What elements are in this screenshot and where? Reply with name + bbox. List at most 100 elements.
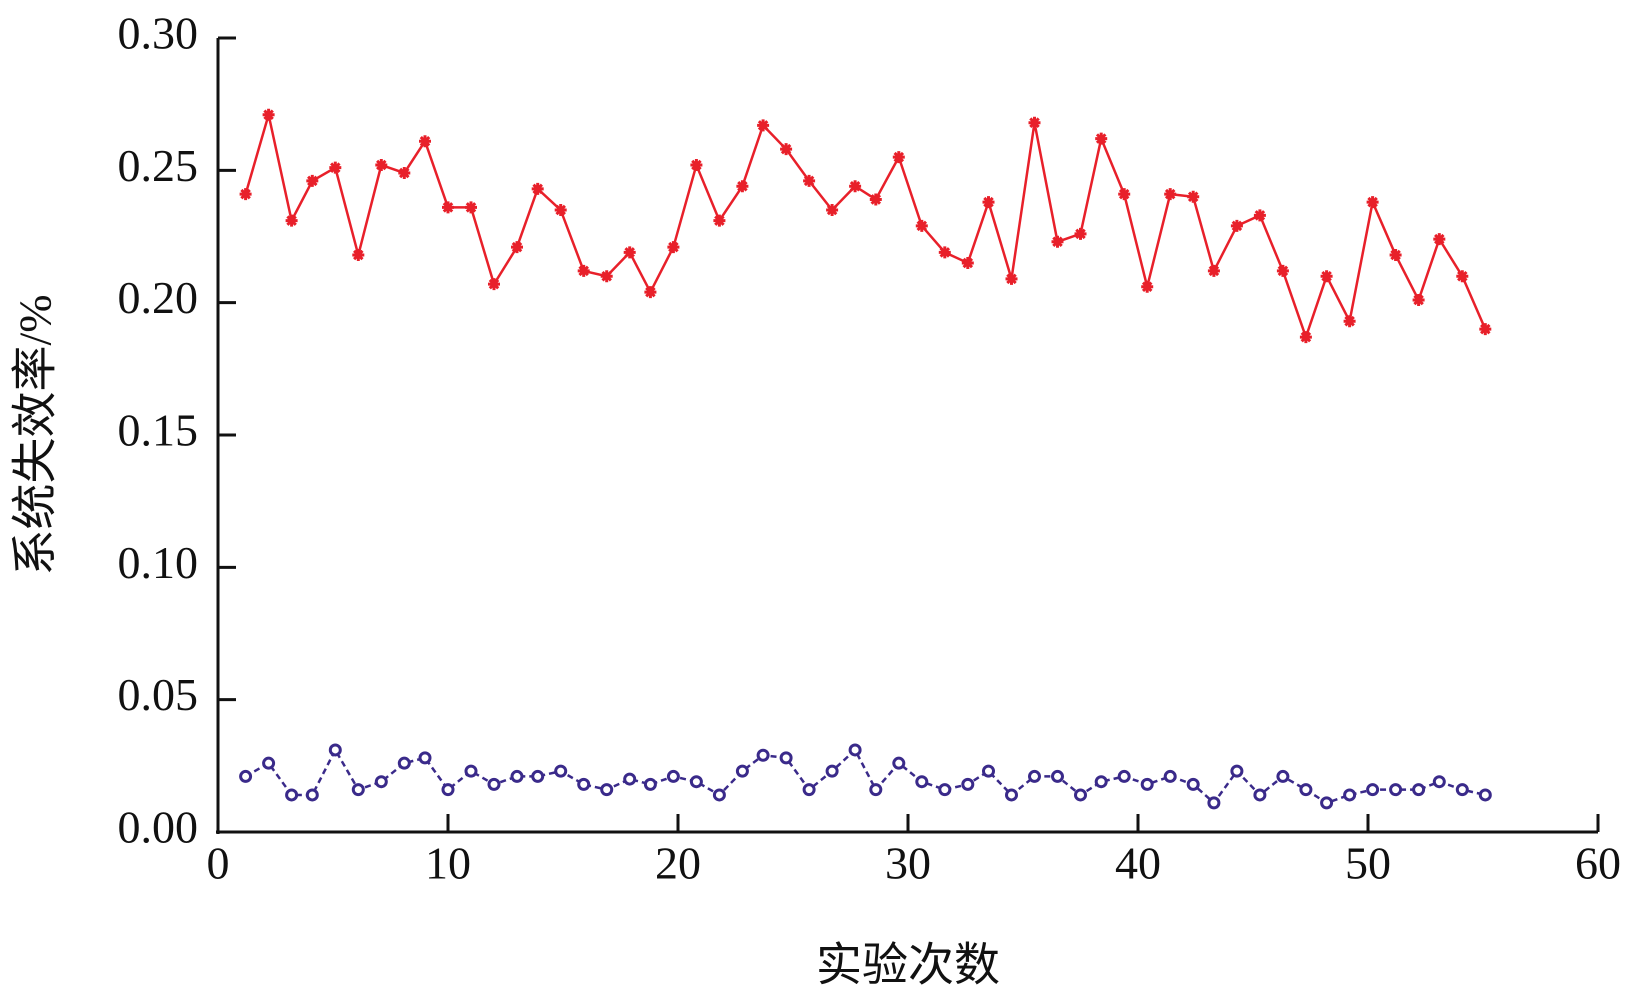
point: [305, 788, 319, 802]
point: [915, 775, 929, 789]
point: [1230, 219, 1243, 232]
point: [779, 751, 793, 765]
point: [623, 772, 637, 786]
point: [826, 204, 839, 217]
point: [1207, 264, 1220, 277]
x-tick-label: 60: [1575, 838, 1621, 889]
point: [1366, 783, 1380, 797]
point: [510, 769, 524, 783]
point: [1028, 769, 1041, 783]
y-tick-label: 0.20: [118, 272, 199, 323]
point: [1186, 777, 1200, 791]
y-tick-label: 0.00: [118, 802, 199, 853]
point: [1051, 769, 1064, 783]
x-tick-label: 20: [655, 838, 701, 889]
point: [285, 788, 299, 802]
point: [487, 777, 501, 791]
point: [374, 775, 388, 789]
point: [375, 159, 388, 172]
point: [869, 193, 882, 206]
point: [961, 777, 975, 791]
point: [419, 135, 431, 148]
point: [600, 783, 614, 797]
point: [643, 777, 657, 791]
point: [1005, 788, 1018, 802]
point: [848, 743, 862, 757]
series-line: [244, 114, 1487, 341]
y-tick-label: 0.25: [118, 140, 199, 191]
point: [1343, 788, 1357, 802]
x-tick-label: 30: [885, 838, 931, 889]
point: [329, 161, 342, 174]
point: [1366, 196, 1379, 209]
point: [1455, 783, 1469, 797]
point: [441, 783, 455, 797]
series-line: [244, 747, 1486, 805]
point: [328, 743, 342, 757]
x-tick-label: 50: [1345, 838, 1391, 889]
point: [1095, 132, 1108, 145]
point: [285, 214, 298, 227]
x-axis-label: 实验次数: [816, 940, 1000, 991]
point: [1028, 116, 1041, 129]
point: [938, 246, 951, 259]
point: [306, 174, 319, 187]
point: [780, 143, 793, 156]
point: [1140, 777, 1154, 791]
point: [1207, 796, 1221, 810]
point: [531, 769, 545, 783]
point: [1276, 264, 1289, 277]
point: [600, 270, 613, 283]
point: [803, 174, 816, 187]
point: [511, 241, 523, 254]
point: [1051, 235, 1064, 248]
point: [262, 756, 276, 770]
point: [531, 182, 544, 195]
point: [554, 764, 568, 778]
point: [915, 219, 928, 232]
point: [398, 166, 411, 179]
point: [1187, 190, 1200, 203]
y-axis-label: 系统失效率/%: [10, 294, 61, 575]
point: [352, 249, 365, 262]
y-tick-label: 0.05: [118, 669, 199, 720]
point: [1456, 270, 1469, 283]
point: [464, 764, 478, 778]
point: [1164, 188, 1177, 201]
point: [1005, 272, 1018, 285]
point: [982, 196, 995, 209]
point: [644, 286, 657, 299]
point: [689, 775, 703, 789]
point: [1412, 783, 1426, 797]
point: [892, 756, 906, 770]
point: [735, 764, 749, 778]
point: [1253, 209, 1266, 222]
point: [982, 764, 995, 778]
point: [1433, 233, 1446, 246]
point: [554, 204, 567, 217]
point: [1389, 249, 1402, 262]
point: [666, 769, 680, 783]
point: [757, 119, 770, 132]
point: [690, 159, 703, 172]
point: [712, 788, 726, 802]
point: [1479, 323, 1492, 336]
point: [1478, 788, 1492, 802]
point: [713, 214, 726, 227]
point: [1141, 280, 1154, 293]
point: [351, 783, 365, 797]
point: [1299, 331, 1312, 344]
point: [1074, 227, 1087, 240]
point: [442, 201, 454, 214]
point: [1412, 294, 1425, 307]
point: [262, 108, 275, 121]
point: [239, 769, 253, 783]
point: [623, 246, 636, 259]
point: [1074, 788, 1087, 802]
y-tick-label: 0.15: [118, 405, 199, 456]
x-tick-label: 40: [1115, 838, 1161, 889]
point: [961, 256, 974, 269]
point: [1299, 783, 1313, 797]
